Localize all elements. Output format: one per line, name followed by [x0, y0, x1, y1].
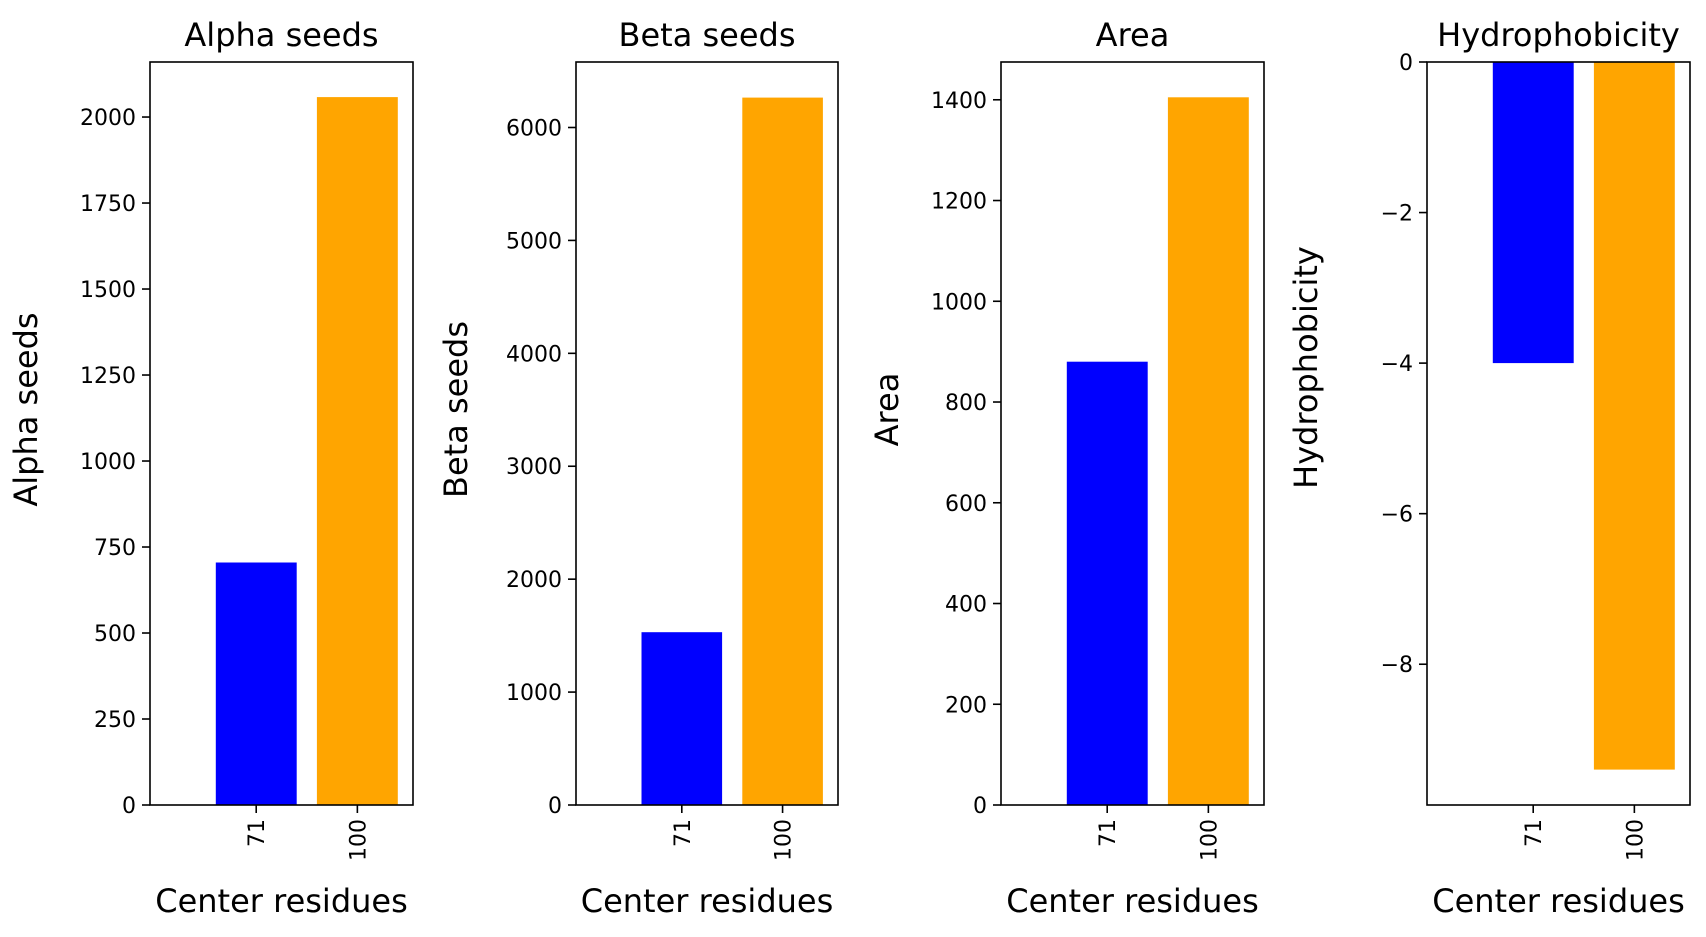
bar-100: [1593, 62, 1675, 770]
chart-title: Area: [1096, 16, 1170, 54]
y-tick-label: 0: [973, 794, 987, 819]
y-tick-label: 1400: [931, 89, 987, 114]
x-axis-label: Center residues: [155, 882, 408, 920]
y-tick-label: 1000: [80, 450, 136, 475]
y-tick-label: 2000: [506, 568, 562, 593]
y-axis-label: Area: [868, 373, 906, 447]
x-tick-label: 100: [346, 819, 371, 861]
y-tick-label: 5000: [506, 229, 562, 254]
y-tick-label: 400: [945, 593, 987, 618]
y-axis-label: Alpha seeds: [7, 312, 45, 506]
bar-71: [215, 562, 297, 805]
y-axis-label: Hydrophobicity: [1287, 246, 1325, 489]
x-axis-label: Center residues: [581, 882, 834, 920]
y-tick-label: 1750: [80, 192, 136, 217]
y-tick-label: 4000: [506, 342, 562, 367]
x-tick-label: 100: [772, 819, 797, 861]
axes-frame: [1426, 61, 1691, 806]
chart-title: Hydrophobicity: [1437, 16, 1680, 54]
axes-frame: [149, 61, 414, 806]
x-tick-label: 100: [1197, 819, 1222, 861]
x-tick-label: 71: [245, 819, 270, 847]
bar-100: [316, 97, 398, 806]
y-tick-label: −6: [1381, 503, 1413, 528]
y-tick-label: 2000: [80, 106, 136, 131]
y-tick-label: 750: [94, 536, 136, 561]
chart-title: Beta seeds: [619, 16, 796, 54]
y-tick-label: 1000: [506, 681, 562, 706]
chart-panel-3: 0 200 400 600 800 1000 1200 1400 71 100 Area Center…: [868, 16, 1265, 920]
y-tick-label: 800: [945, 391, 987, 416]
bar-71: [1492, 62, 1574, 364]
bar-100: [1167, 97, 1249, 806]
x-tick-label: 71: [1522, 819, 1547, 847]
y-axis-label: Beta seeds: [437, 321, 475, 498]
y-tick-label: 1200: [931, 190, 987, 215]
chart-panel-1: 0 250 500 750 1000 1250 1500 1750 2000 71 100 Alpha…: [7, 16, 414, 920]
y-tick-label: 3000: [506, 455, 562, 480]
chart-panel-4: 0 −2 −4 −6 −8 71 100 Hydrophobicity Center resid…: [1287, 16, 1691, 920]
x-tick-label: 71: [1096, 819, 1121, 847]
y-tick-label: 600: [945, 492, 987, 517]
x-tick-label: 71: [671, 819, 696, 847]
y-tick-label: 200: [945, 693, 987, 718]
y-tick-label: −2: [1381, 202, 1413, 227]
bar-71: [1066, 361, 1148, 805]
y-tick-label: 0: [1399, 51, 1413, 76]
y-tick-label: 0: [122, 794, 136, 819]
y-tick-label: 0: [548, 794, 562, 819]
x-axis-label: Center residues: [1006, 882, 1259, 920]
y-tick-label: −4: [1381, 352, 1413, 377]
y-tick-label: 250: [94, 708, 136, 733]
y-tick-label: 500: [94, 622, 136, 647]
y-tick-label: 6000: [506, 116, 562, 141]
bar-100: [742, 97, 823, 806]
bar-71: [641, 632, 723, 805]
y-tick-label: 1250: [80, 364, 136, 389]
chart-title: Alpha seeds: [184, 16, 378, 54]
axes-frame: [1000, 61, 1265, 806]
chart-panel-2: 0 1000 2000 3000 4000 5000 6000 71 100 Beta seeds…: [437, 16, 839, 920]
y-tick-label: −8: [1381, 653, 1413, 678]
axes-frame: [575, 61, 839, 806]
y-tick-label: 1500: [80, 278, 136, 303]
x-axis-label: Center residues: [1432, 882, 1685, 920]
y-tick-label: 1000: [931, 290, 987, 315]
x-tick-label: 100: [1623, 819, 1648, 861]
